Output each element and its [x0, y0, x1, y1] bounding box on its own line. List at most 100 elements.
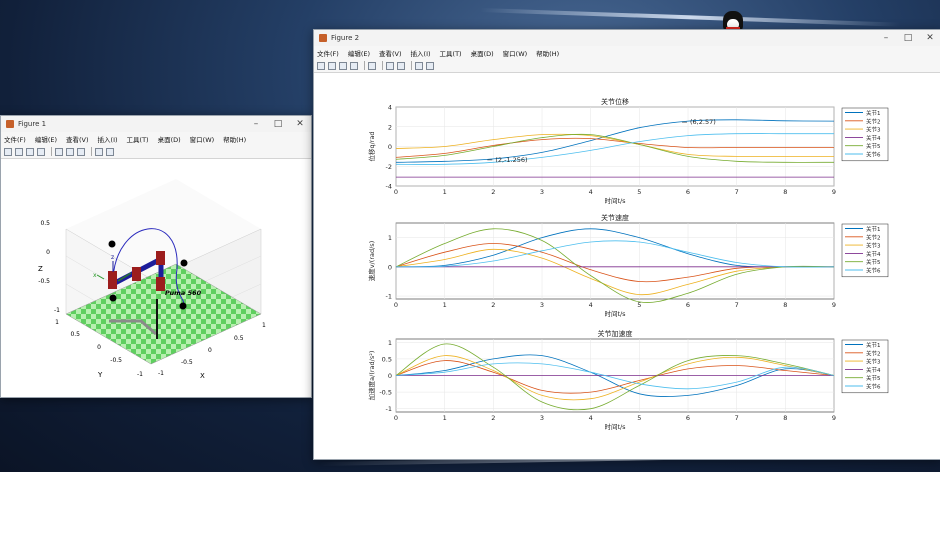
x-tick-label: 3 [540, 188, 544, 196]
save-icon[interactable] [339, 61, 347, 70]
x-tick-label: 7 [735, 301, 739, 309]
property-editor-icon[interactable] [426, 61, 434, 70]
robot-joint [156, 277, 165, 291]
figure1-titlebar[interactable]: Figure 1 – □ ✕ [1, 116, 311, 132]
print-icon[interactable] [37, 147, 45, 156]
legend-entry: 关节1 [866, 341, 881, 349]
menu-edit[interactable]: 编辑(E) [347, 49, 370, 58]
menu-window[interactable]: 窗口(W) [502, 49, 528, 58]
x-tick-label: 5 [637, 414, 641, 422]
menu-file[interactable]: 文件(F) [317, 49, 339, 58]
legend-box [841, 223, 889, 278]
pointer-icon[interactable] [95, 147, 103, 156]
legend-entry: 关节4 [866, 250, 881, 258]
legend-entry: 关节2 [866, 233, 881, 241]
menu-insert[interactable]: 插入(I) [410, 49, 431, 58]
x-axis-label: X [200, 372, 205, 380]
window-title: Figure 2 [331, 34, 360, 42]
colorbar-icon[interactable] [386, 61, 394, 70]
minimize-icon[interactable]: – [883, 33, 889, 43]
x-tick-label: -1 [158, 370, 164, 377]
save-icon[interactable] [26, 147, 34, 156]
menu-desktop[interactable]: 桌面(D) [157, 135, 181, 144]
x-tick-label: 0 [394, 301, 398, 309]
minimize-icon[interactable]: – [253, 119, 259, 129]
x-tick-label: 5 [637, 301, 641, 309]
x-tick-label: 9 [832, 188, 836, 196]
menu-window[interactable]: 窗口(W) [189, 135, 215, 144]
property-editor-icon[interactable] [106, 147, 114, 156]
robot-link [117, 272, 132, 282]
data-tip-label: (2,-1.256) [495, 156, 527, 164]
data-tip-label: (6,2.57) [690, 118, 716, 126]
menu-insert[interactable]: 插入(I) [97, 135, 118, 144]
menu-edit[interactable]: 编辑(E) [34, 135, 57, 144]
series-line [395, 248, 835, 296]
toolbar-separator [382, 61, 383, 70]
y-tick-label: 0 [388, 372, 392, 380]
figure1-toolbar [1, 145, 311, 159]
toolbar-separator [411, 61, 412, 70]
series-line [395, 362, 835, 390]
y-tick-label: 1 [388, 234, 392, 242]
legend-box [841, 107, 889, 162]
chart-title: 关节速度 [601, 213, 629, 222]
x-axis-label: 时间t/s [604, 196, 626, 205]
y-tick-label: -0.5 [110, 357, 122, 364]
close-icon[interactable]: ✕ [296, 119, 304, 129]
link-plot-icon[interactable] [368, 61, 376, 70]
new-figure-icon[interactable] [317, 61, 325, 70]
x-tick-label: 0 [394, 414, 398, 422]
menu-tools[interactable]: 工具(T) [126, 135, 149, 144]
legend-entry: 关节6 [866, 383, 881, 391]
chart-title: 关节位移 [601, 97, 629, 106]
y-tick-label: -2 [386, 163, 392, 171]
y-axis-label: 加速度a/(rad/s²) [367, 351, 376, 401]
menu-help[interactable]: 帮助(H) [223, 135, 247, 144]
legend-entry: 关节6 [866, 267, 881, 275]
colorbar-icon[interactable] [66, 147, 74, 156]
series-line [395, 133, 835, 163]
y-tick-label: 1 [388, 339, 392, 347]
menu-desktop[interactable]: 桌面(D) [470, 49, 494, 58]
x-tick-label: 9 [832, 301, 836, 309]
maximize-icon[interactable]: □ [903, 33, 913, 43]
menu-view[interactable]: 查看(V) [66, 135, 89, 144]
close-icon[interactable]: ✕ [926, 33, 934, 43]
legend-icon[interactable] [397, 61, 405, 70]
open-file-icon[interactable] [15, 147, 23, 156]
open-file-icon[interactable] [328, 61, 336, 70]
series-line [395, 240, 835, 268]
robot-3d-plot[interactable]: z x Puma 560 0.5 0 -0.5 -1 Z 1 0.5 0 -0.… [1, 159, 311, 397]
menu-tools[interactable]: 工具(T) [439, 49, 462, 58]
x-tick-label: 1 [443, 301, 447, 309]
toolbar-separator [91, 147, 92, 156]
frame-z-label: z [111, 254, 114, 261]
legend-entry: 关节4 [866, 366, 881, 374]
legend-entry: 关节3 [866, 126, 881, 134]
robot-joint [108, 271, 117, 289]
menu-file[interactable]: 文件(F) [4, 135, 26, 144]
figure1-menubar: 文件(F) 编辑(E) 查看(V) 插入(I) 工具(T) 桌面(D) 窗口(W… [1, 132, 311, 145]
legend-icon[interactable] [77, 147, 85, 156]
figure2-titlebar[interactable]: Figure 2 – □ ✕ [314, 30, 940, 46]
z-tick-label: -0.5 [38, 278, 50, 285]
y-tick-label: 1 [55, 319, 59, 326]
menu-help[interactable]: 帮助(H) [536, 49, 560, 58]
x-tick-label: 8 [783, 301, 787, 309]
pointer-icon[interactable] [415, 61, 423, 70]
new-figure-icon[interactable] [4, 147, 12, 156]
x-tick-label: 1 [443, 414, 447, 422]
x-tick-label: 0 [394, 188, 398, 196]
legend-entry: 关节5 [866, 258, 881, 266]
legend-entry: 关节6 [866, 151, 881, 159]
z-axis-label: Z [38, 265, 43, 273]
figure2-window: Figure 2 – □ ✕ 文件(F) 编辑(E) 查看(V) 插入(I) 工… [313, 29, 940, 460]
maximize-icon[interactable]: □ [273, 119, 283, 129]
print-icon[interactable] [350, 61, 358, 70]
link-plot-icon[interactable] [55, 147, 63, 156]
qq-penguin-icon[interactable] [723, 11, 743, 32]
menu-view[interactable]: 查看(V) [379, 49, 402, 58]
series-line [395, 355, 835, 401]
